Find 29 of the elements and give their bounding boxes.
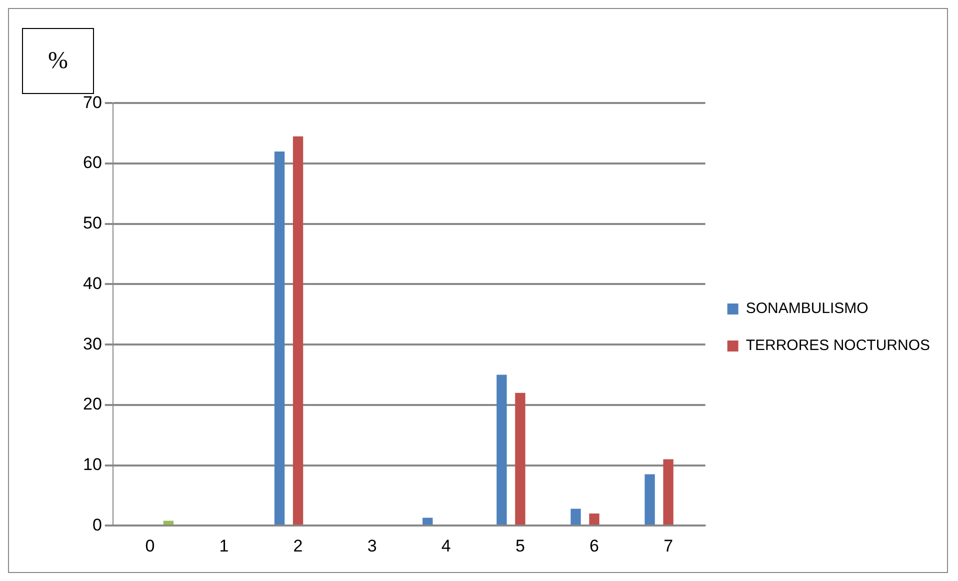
x-tick-label: 3 — [367, 536, 377, 556]
y-tick-label: 30 — [82, 334, 102, 354]
bar — [422, 518, 433, 525]
x-tick-label: 7 — [664, 536, 674, 556]
x-tick-label: 2 — [293, 536, 303, 556]
bar — [292, 136, 304, 525]
bar — [570, 508, 581, 525]
legend-label: SONAMBULISMO — [746, 300, 868, 318]
x-tick-label: 0 — [145, 536, 155, 556]
bar — [274, 151, 285, 525]
y-tick-label: 60 — [82, 153, 102, 172]
y-tick-label: 40 — [82, 274, 102, 293]
y-tick-label: 0 — [92, 515, 102, 534]
y-tick-label: 20 — [82, 394, 102, 414]
x-tick-label: 1 — [219, 536, 229, 556]
x-tick-label: 4 — [441, 536, 451, 556]
y-axis-title: % — [22, 28, 94, 94]
x-tick-label: 5 — [515, 536, 525, 556]
y-tick-label: 70 — [82, 92, 102, 112]
bar — [663, 459, 674, 525]
x-tick-label: 6 — [590, 536, 599, 556]
bar — [589, 514, 600, 525]
y-tick-label: 10 — [82, 454, 102, 474]
bar — [496, 374, 507, 525]
y-tick-label: 50 — [82, 214, 102, 233]
bar — [163, 520, 174, 525]
legend-label: TERRORES NOCTURNOS — [746, 337, 930, 354]
bar — [644, 474, 655, 525]
bar — [515, 392, 526, 525]
